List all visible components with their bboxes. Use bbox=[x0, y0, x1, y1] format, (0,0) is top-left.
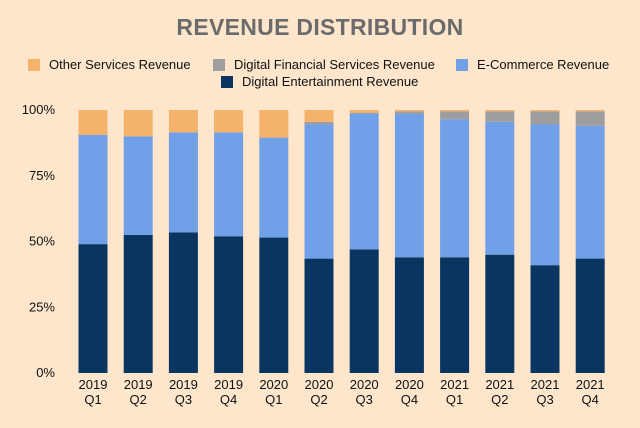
bar-segment bbox=[530, 124, 560, 266]
x-tick-label: 2019 bbox=[124, 377, 153, 392]
bar-segment bbox=[485, 254, 515, 373]
x-tick-label: 2020 bbox=[350, 377, 379, 392]
legend-label-digital-financial: Digital Financial Services Revenue bbox=[234, 57, 435, 72]
bar-segment bbox=[259, 237, 289, 373]
bar-segment bbox=[304, 124, 334, 259]
bar-segment bbox=[168, 132, 198, 233]
bar-segment bbox=[259, 110, 289, 138]
legend-swatch-ecommerce bbox=[456, 58, 468, 71]
x-tick-label: 2021 bbox=[440, 377, 469, 392]
bar-segment bbox=[394, 111, 424, 114]
legend-label-other-services: Other Services Revenue bbox=[49, 57, 191, 72]
x-tick-label: Q2 bbox=[130, 392, 147, 407]
legend-swatch-digital-financial bbox=[213, 58, 225, 71]
bar-segment bbox=[575, 111, 605, 126]
bar-segment bbox=[575, 125, 605, 259]
y-tick-label: 75% bbox=[29, 168, 55, 183]
bar-segment bbox=[530, 111, 560, 125]
x-tick-label: 2021 bbox=[531, 377, 560, 392]
legend-item-other-services: Other Services Revenue bbox=[28, 57, 191, 72]
y-tick-label: 50% bbox=[29, 234, 55, 249]
bar-segment bbox=[575, 258, 605, 373]
bar-segment bbox=[394, 257, 424, 373]
bar-segment bbox=[440, 119, 470, 258]
bar-segment bbox=[485, 110, 515, 112]
x-tick-label: Q3 bbox=[175, 392, 192, 407]
bar-segment bbox=[530, 110, 560, 112]
x-tick-label: Q4 bbox=[401, 392, 418, 407]
bar-segment bbox=[78, 134, 108, 245]
bar-segment bbox=[78, 110, 108, 135]
x-tick-label: Q3 bbox=[356, 392, 373, 407]
bar-segment bbox=[349, 110, 379, 113]
x-tick-label: Q4 bbox=[582, 392, 599, 407]
bar-segment bbox=[575, 110, 605, 112]
x-tick-label: Q1 bbox=[84, 392, 101, 407]
bar-segment bbox=[123, 136, 153, 235]
legend-label-digital-entertainment: Digital Entertainment Revenue bbox=[242, 74, 419, 89]
bar-segment bbox=[485, 111, 515, 122]
bar-segment bbox=[304, 121, 334, 125]
legend-label-ecommerce: E-Commerce Revenue bbox=[477, 57, 610, 72]
bar-segment bbox=[349, 113, 379, 250]
x-tick-label: 2020 bbox=[259, 377, 288, 392]
bar-segment bbox=[123, 110, 153, 137]
bar-segment bbox=[440, 110, 470, 112]
bar-segment bbox=[304, 110, 334, 122]
x-tick-label: 2019 bbox=[169, 377, 198, 392]
x-tick-label: Q1 bbox=[446, 392, 463, 407]
bar-segment bbox=[485, 121, 515, 255]
x-tick-label: 2021 bbox=[576, 377, 605, 392]
bar-segment bbox=[78, 244, 108, 373]
x-tick-label: Q1 bbox=[265, 392, 282, 407]
bar-segment bbox=[168, 110, 198, 133]
x-tick-label: 2020 bbox=[305, 377, 334, 392]
bar-segment bbox=[530, 265, 560, 373]
legend-swatch-other-services bbox=[28, 58, 40, 71]
bar-segment bbox=[259, 137, 289, 238]
bar-segment bbox=[394, 110, 424, 112]
legend-item-digital-entertainment: Digital Entertainment Revenue bbox=[221, 74, 418, 89]
bar-segment bbox=[349, 249, 379, 373]
x-tick-label: 2019 bbox=[214, 377, 243, 392]
y-tick-label: 100% bbox=[22, 102, 56, 117]
x-tick-label: 2019 bbox=[79, 377, 108, 392]
y-tick-label: 25% bbox=[29, 299, 55, 314]
x-tick-label: Q4 bbox=[220, 392, 237, 407]
x-tick-label: Q2 bbox=[310, 392, 327, 407]
y-tick-label: 0% bbox=[36, 365, 55, 380]
legend-item-ecommerce: E-Commerce Revenue bbox=[456, 57, 609, 72]
bar-segment bbox=[440, 111, 470, 120]
legend-item-digital-financial: Digital Financial Services Revenue bbox=[213, 57, 435, 72]
legend-swatch-digital-entertainment bbox=[221, 75, 233, 88]
bar-segment bbox=[214, 132, 244, 237]
x-tick-label: 2021 bbox=[485, 377, 514, 392]
bar-segment bbox=[168, 232, 198, 373]
bar-segment bbox=[214, 236, 244, 373]
bar-segment bbox=[349, 112, 379, 114]
bar-segment bbox=[440, 257, 470, 373]
bar-segment bbox=[214, 110, 244, 133]
chart-title: REVENUE DISTRIBUTION bbox=[176, 14, 464, 40]
x-tick-label: Q3 bbox=[536, 392, 553, 407]
bar-segment bbox=[123, 234, 153, 373]
x-tick-label: 2020 bbox=[395, 377, 424, 392]
bar-segment bbox=[394, 113, 424, 258]
x-tick-label: Q2 bbox=[491, 392, 508, 407]
bar-segment bbox=[304, 258, 334, 373]
